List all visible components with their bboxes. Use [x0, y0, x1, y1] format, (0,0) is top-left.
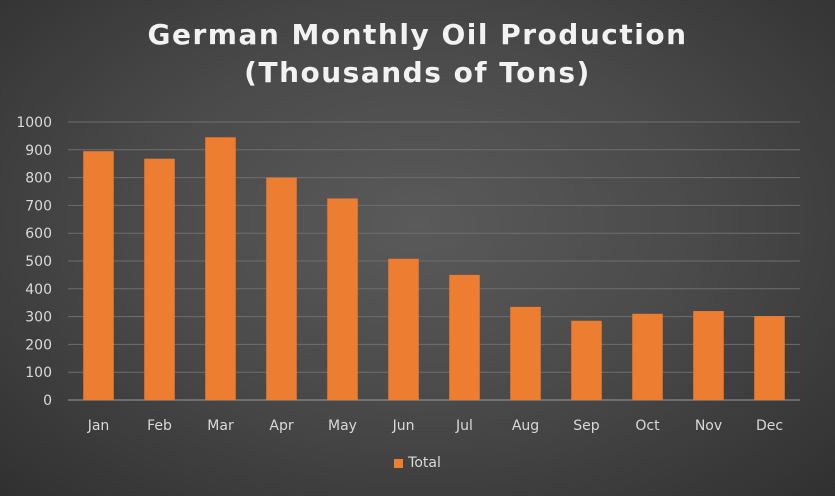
bar-mar — [205, 137, 236, 401]
x-tick-label: Jul — [455, 418, 473, 434]
legend-swatch — [394, 458, 404, 468]
bar-feb — [144, 158, 175, 400]
bar-apr — [266, 177, 297, 400]
bar-jun — [388, 258, 419, 400]
y-tick-label: 300 — [25, 310, 52, 326]
y-tick-label: 800 — [25, 171, 52, 187]
chart-title-line-1: German Monthly Oil Production — [147, 18, 688, 51]
x-tick-label: Sep — [573, 418, 600, 434]
bar-nov — [693, 311, 724, 400]
y-tick-label: 400 — [25, 282, 52, 298]
bar-sep — [571, 320, 602, 400]
x-tick-label: Jun — [392, 418, 415, 434]
bar-may — [327, 198, 358, 400]
bar-aug — [510, 306, 541, 400]
legend: Total — [0, 455, 835, 471]
y-tick-label: 0 — [43, 393, 52, 409]
chart-title-line-2: (Thousands of Tons) — [244, 56, 591, 89]
y-tick-label: 100 — [25, 365, 52, 381]
bar-oct — [632, 313, 663, 400]
y-tick-label: 200 — [25, 337, 52, 353]
x-tick-label: May — [328, 418, 357, 434]
x-tick-label: Dec — [756, 418, 783, 434]
y-tick-label: 1000 — [16, 115, 52, 131]
x-tick-label: Mar — [207, 418, 234, 434]
bar-jul — [449, 274, 480, 400]
y-tick-label: 700 — [25, 198, 52, 214]
bar-dec — [754, 316, 785, 400]
x-tick-label: Jan — [87, 418, 110, 434]
x-tick-label: Oct — [635, 418, 660, 434]
y-tick-label: 500 — [25, 254, 52, 270]
y-tick-label: 900 — [25, 143, 52, 159]
x-tick-label: Aug — [512, 418, 539, 434]
x-tick-label: Feb — [147, 418, 172, 434]
x-tick-label: Apr — [269, 418, 293, 434]
y-tick-label: 600 — [25, 226, 52, 242]
chart-title: German Monthly Oil Production (Thousands… — [0, 16, 835, 92]
legend-label: Total — [408, 455, 441, 471]
bar-jan — [83, 151, 114, 400]
x-tick-label: Nov — [695, 418, 722, 434]
